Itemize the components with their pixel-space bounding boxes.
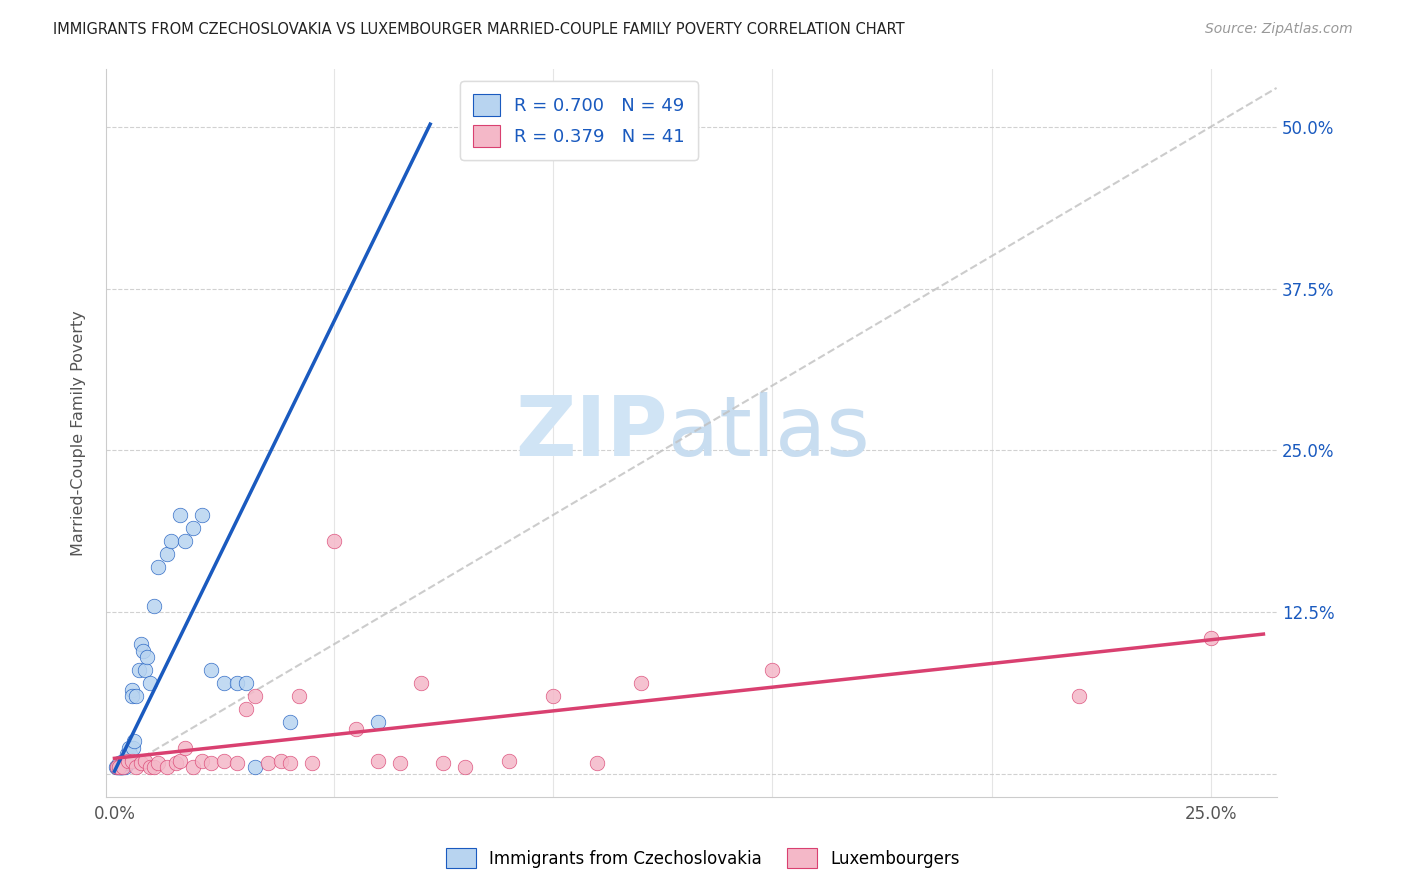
- Point: [541, 689, 564, 703]
- Point: [243, 760, 266, 774]
- Point: [111, 760, 134, 774]
- Point: [200, 756, 222, 771]
- Point: [112, 760, 135, 774]
- Point: [128, 663, 150, 677]
- Point: [134, 663, 156, 677]
- Point: [191, 754, 214, 768]
- Point: [235, 702, 257, 716]
- Point: [270, 754, 292, 768]
- Point: [169, 508, 191, 522]
- Point: [121, 754, 143, 768]
- Point: [165, 756, 187, 771]
- Legend: Immigrants from Czechoslovakia, Luxembourgers: Immigrants from Czechoslovakia, Luxembou…: [437, 839, 969, 877]
- Text: Source: ZipAtlas.com: Source: ZipAtlas.com: [1205, 22, 1353, 37]
- Point: [226, 676, 249, 690]
- Point: [235, 676, 257, 690]
- Point: [114, 760, 136, 774]
- Point: [142, 599, 165, 613]
- Point: [110, 760, 132, 774]
- Text: atlas: atlas: [668, 392, 869, 474]
- Point: [411, 676, 433, 690]
- Point: [301, 756, 323, 771]
- Point: [148, 559, 170, 574]
- Point: [136, 650, 159, 665]
- Point: [117, 754, 139, 768]
- Point: [121, 682, 143, 697]
- Point: [112, 760, 135, 774]
- Point: [114, 756, 136, 771]
- Point: [105, 760, 128, 774]
- Point: [117, 756, 139, 771]
- Point: [183, 521, 205, 535]
- Point: [585, 756, 607, 771]
- Point: [117, 754, 139, 768]
- Point: [173, 741, 195, 756]
- Point: [148, 756, 170, 771]
- Point: [125, 760, 148, 774]
- Point: [118, 747, 141, 762]
- Legend: R = 0.700   N = 49, R = 0.379   N = 41: R = 0.700 N = 49, R = 0.379 N = 41: [460, 81, 697, 160]
- Point: [169, 754, 191, 768]
- Text: IMMIGRANTS FROM CZECHOSLOVAKIA VS LUXEMBOURGER MARRIED-COUPLE FAMILY POVERTY COR: IMMIGRANTS FROM CZECHOSLOVAKIA VS LUXEMB…: [53, 22, 905, 37]
- Point: [1069, 689, 1091, 703]
- Point: [212, 676, 235, 690]
- Point: [107, 760, 129, 774]
- Point: [115, 747, 138, 762]
- Point: [108, 760, 131, 774]
- Point: [112, 754, 135, 768]
- Point: [121, 689, 143, 703]
- Point: [111, 760, 134, 774]
- Point: [105, 760, 128, 774]
- Point: [1199, 631, 1222, 645]
- Point: [108, 760, 131, 774]
- Point: [156, 547, 179, 561]
- Point: [226, 756, 249, 771]
- Point: [114, 754, 136, 768]
- Point: [138, 760, 160, 774]
- Point: [142, 760, 165, 774]
- Point: [344, 722, 367, 736]
- Point: [110, 760, 132, 774]
- Point: [173, 533, 195, 548]
- Point: [498, 754, 520, 768]
- Point: [129, 756, 152, 771]
- Point: [122, 734, 145, 748]
- Point: [432, 756, 454, 771]
- Point: [212, 754, 235, 768]
- Point: [160, 533, 183, 548]
- Point: [129, 637, 152, 651]
- Point: [183, 760, 205, 774]
- Point: [257, 756, 280, 771]
- Point: [454, 760, 477, 774]
- Point: [104, 760, 127, 774]
- Point: [117, 751, 139, 765]
- Point: [134, 754, 156, 768]
- Point: [125, 689, 148, 703]
- Point: [761, 663, 783, 677]
- Point: [118, 741, 141, 756]
- Point: [191, 508, 214, 522]
- Point: [200, 663, 222, 677]
- Point: [388, 756, 411, 771]
- Y-axis label: Married-Couple Family Poverty: Married-Couple Family Poverty: [72, 310, 86, 556]
- Point: [112, 756, 135, 771]
- Point: [156, 760, 179, 774]
- Point: [132, 644, 155, 658]
- Point: [278, 756, 301, 771]
- Point: [108, 756, 131, 771]
- Point: [138, 676, 160, 690]
- Point: [630, 676, 652, 690]
- Point: [278, 715, 301, 730]
- Point: [367, 715, 389, 730]
- Point: [108, 760, 131, 774]
- Point: [367, 754, 389, 768]
- Text: ZIP: ZIP: [515, 392, 668, 474]
- Point: [287, 689, 309, 703]
- Point: [122, 741, 145, 756]
- Point: [243, 689, 266, 703]
- Point: [108, 760, 131, 774]
- Point: [322, 533, 344, 548]
